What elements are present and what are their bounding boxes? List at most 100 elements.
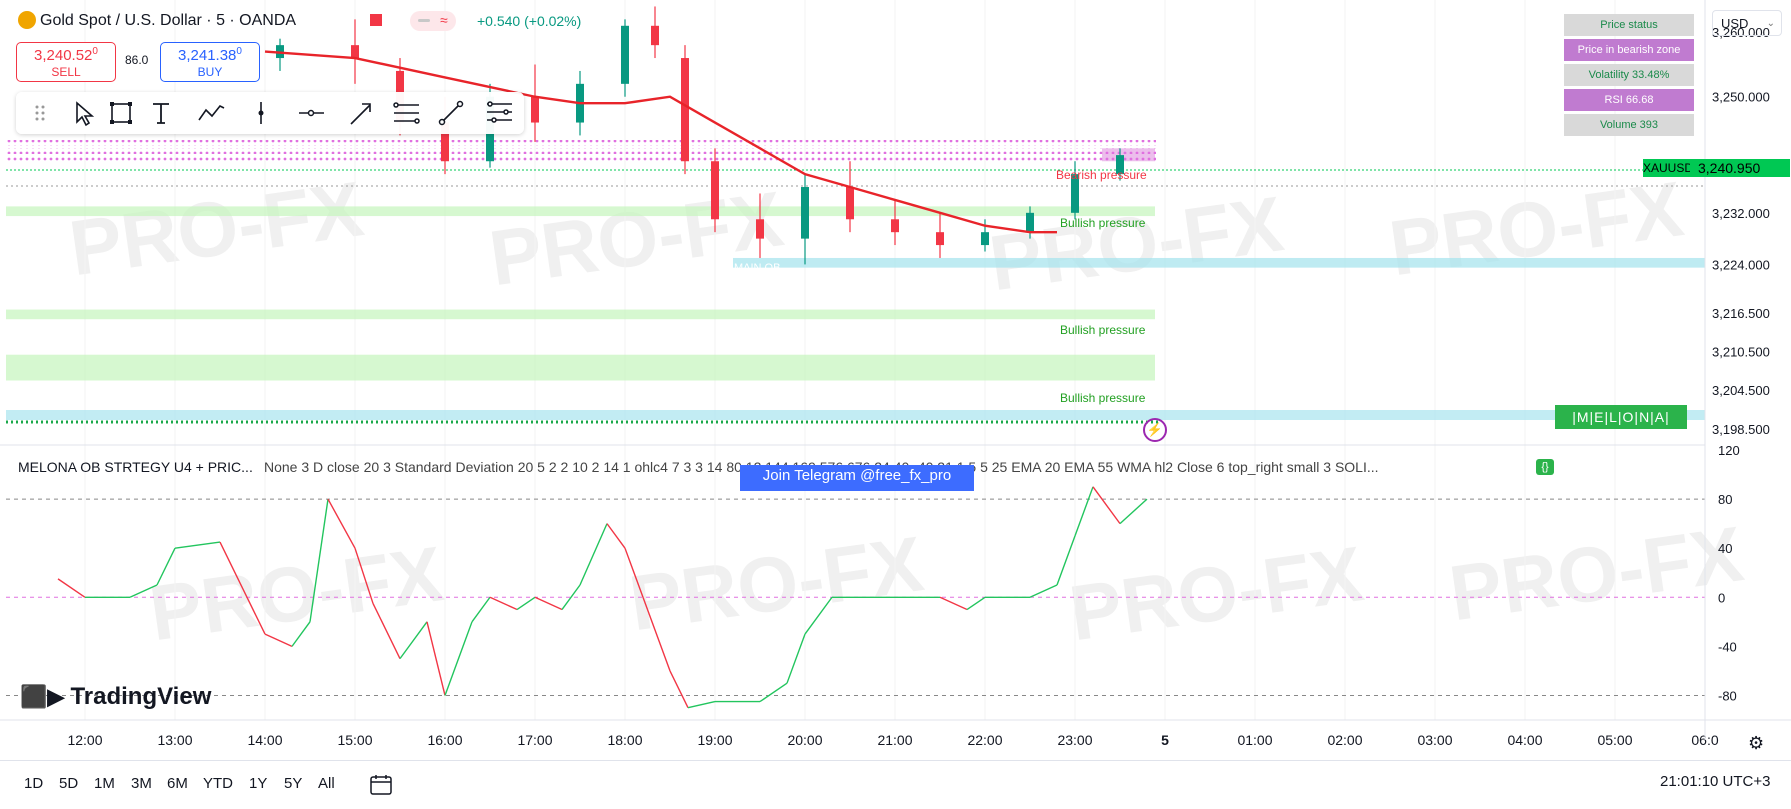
spread-value: 86.0 [125, 53, 149, 67]
candle-body [681, 58, 689, 162]
candle-body [351, 45, 359, 59]
lightning-icon[interactable]: ⚡ [1143, 418, 1167, 442]
text-icon[interactable] [146, 98, 176, 128]
vertical-line-icon[interactable] [246, 98, 276, 128]
time-axis-tick: 5 [1161, 732, 1169, 748]
drag-handle-icon[interactable] [26, 98, 56, 128]
time-axis-tick: 16:00 [427, 732, 462, 748]
time-axis-tick: 15:00 [337, 732, 372, 748]
price-axis-tick: 3,224.000 [1712, 257, 1770, 272]
candle-body [531, 96, 539, 123]
osc-axis-tick: 120 [1718, 443, 1740, 458]
settings-icon[interactable]: ⚙ [1748, 733, 1765, 753]
axes-layer: 3,260.000 3,250.000 3,232.000 3,224.000 3,21… [67, 25, 1769, 748]
tf-5d[interactable]: 5D [59, 775, 79, 792]
osc-segment [606, 523, 626, 549]
osc-segment [516, 596, 536, 611]
tf-1m[interactable]: 1M [94, 775, 115, 792]
bullish-pressure-label: Bullish pressure [1060, 391, 1146, 405]
time-axis-tick: 17:00 [517, 732, 552, 748]
buy-button[interactable]: 3,241.380 BUY [160, 42, 260, 82]
arrow-icon[interactable] [346, 98, 376, 128]
sell-price: 3,240.52 [34, 47, 93, 64]
cursor-icon[interactable] [68, 98, 98, 128]
time-axis-tick: 04:00 [1507, 732, 1542, 748]
fib-retracement-icon[interactable] [391, 98, 421, 128]
sell-price-sup: 0 [92, 46, 98, 57]
osc-segment [327, 498, 356, 549]
osc-segment [1074, 486, 1094, 537]
indicator-source-icon[interactable]: {} [1536, 459, 1554, 475]
main-ob-label: MAIN OB [734, 262, 781, 274]
tf-1d[interactable]: 1D [24, 775, 44, 792]
tf-ytd[interactable]: YTD [203, 775, 233, 792]
bullish-pressure-label: Bullish pressure [1060, 323, 1146, 337]
osc-segment [1092, 486, 1121, 525]
tf-all[interactable]: All [318, 775, 335, 792]
approx-icon: ≈ [440, 12, 448, 28]
osc-segment [57, 578, 86, 598]
trend-line-icon[interactable] [436, 98, 466, 128]
status-row: Price status [1564, 14, 1694, 36]
tf-6m[interactable]: 6M [167, 775, 188, 792]
flag-icon[interactable] [370, 14, 382, 26]
date-range-icon[interactable] [368, 773, 394, 797]
bullish-zone [6, 309, 1155, 320]
symbol-title[interactable]: Gold Spot / U.S. Dollar · 5 · OANDA [40, 12, 297, 29]
osc-axis-tick: -40 [1718, 639, 1737, 654]
price-axis-tick: 3,260.000 [1712, 25, 1770, 40]
osc-segment [291, 621, 311, 647]
price-axis-tick: 3,204.500 [1712, 383, 1770, 398]
horizontal-ray-icon[interactable] [296, 98, 326, 128]
overlay-lines [264, 50, 1057, 234]
candle-body [846, 187, 854, 220]
watermark-text: PRO-FX [624, 519, 928, 647]
tf-3m[interactable]: 3M [131, 775, 152, 792]
watermark-text: PRO-FX [64, 164, 368, 292]
osc-segment [1029, 584, 1058, 598]
candle-body [621, 25, 629, 84]
candle-body [1071, 174, 1079, 213]
osc-segment [759, 682, 788, 703]
time-axis-tick: 13:00 [157, 732, 192, 748]
tradingview-logo[interactable]: ⬛▶ TradingView [20, 683, 211, 711]
bearish-pressure-label: Bearish pressure [1056, 168, 1147, 182]
osc-segment [579, 523, 608, 586]
drawing-toolbar [16, 92, 524, 134]
candle-body [711, 161, 719, 220]
sell-button[interactable]: 3,240.520 SELL [16, 42, 116, 82]
time-axis-tick: 14:00 [247, 732, 282, 748]
osc-segment [309, 498, 329, 622]
candle-body [981, 232, 989, 246]
buy-price-sup: 0 [236, 46, 242, 57]
osc-segment [1119, 498, 1148, 525]
price-axis-tick: 3,250.000 [1712, 90, 1770, 105]
symbol-tag: XAUUSD [1643, 159, 1694, 177]
osc-segment [489, 596, 518, 611]
time-axis-tick: 21:00 [877, 732, 912, 748]
candle-body [441, 122, 449, 162]
status-row: Volume 393 [1564, 114, 1694, 136]
clock[interactable]: 21:01:10 UTC+3 [1660, 773, 1771, 790]
tf-5y[interactable]: 5Y [284, 775, 303, 792]
currency-select[interactable]: USD ⌄ [1712, 10, 1782, 36]
bullish-zone [6, 354, 1155, 381]
status-panel: Price status Price in bearish zone Volat… [1564, 14, 1694, 139]
indicator-title[interactable]: MELONA OB STRTEGY U4 + PRIC... [18, 459, 253, 475]
status-row: Price in bearish zone [1564, 39, 1694, 61]
time-axis-tick: 22:00 [967, 732, 1002, 748]
path-icon[interactable] [196, 98, 226, 128]
pitchfork-icon[interactable] [484, 98, 514, 128]
sell-label: SELL [51, 65, 81, 79]
price-change: +0.540 (+0.02%) [477, 13, 582, 29]
osc-segment [624, 547, 644, 598]
osc-axis-tick: 40 [1718, 541, 1732, 556]
rectangle-icon[interactable] [106, 98, 136, 128]
watermark-text: PRO-FX [484, 174, 788, 302]
melona-tag: |M|E|L|O|N|A| [1555, 405, 1687, 429]
compare-toggle[interactable]: ≈ [410, 11, 456, 31]
osc-segment [174, 541, 221, 549]
osc-segment [669, 670, 689, 709]
tf-1y[interactable]: 1Y [249, 775, 268, 792]
